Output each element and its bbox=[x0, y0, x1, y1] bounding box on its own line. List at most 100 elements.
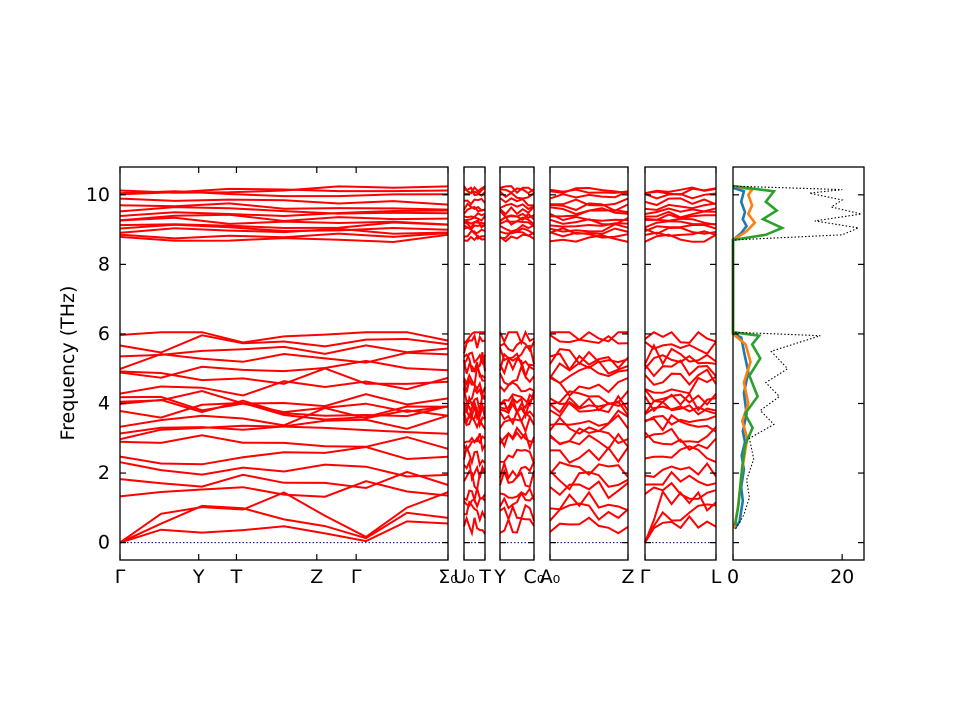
band-line-low bbox=[644, 388, 717, 406]
band-line-low bbox=[644, 341, 717, 356]
band-line-high bbox=[644, 207, 717, 215]
band-line-high bbox=[119, 232, 449, 240]
band-line-high bbox=[119, 227, 449, 235]
band-line-low bbox=[644, 354, 717, 370]
y-tick-label: 10 bbox=[86, 184, 110, 206]
x-tick-label: Γ bbox=[115, 566, 126, 588]
band-line-low bbox=[549, 334, 629, 345]
band-line-low bbox=[644, 462, 717, 478]
band-line-low bbox=[499, 425, 535, 445]
band-line-high bbox=[499, 202, 535, 211]
band-line-low bbox=[644, 359, 717, 378]
band-line-low bbox=[644, 470, 717, 487]
band-line-low bbox=[499, 364, 535, 386]
band-panel-1: U₀ T bbox=[453, 166, 491, 588]
band-line-low bbox=[644, 445, 717, 464]
band-line-low bbox=[119, 359, 449, 379]
panel-frame bbox=[644, 166, 717, 561]
panel-frame bbox=[499, 166, 535, 561]
band-line-low bbox=[644, 330, 717, 344]
band-line-low bbox=[549, 413, 629, 435]
band-line-high bbox=[463, 185, 486, 195]
band-line-high bbox=[644, 186, 717, 195]
band-line-high bbox=[549, 190, 629, 200]
band-line-low bbox=[499, 459, 535, 481]
band-line-low bbox=[549, 461, 629, 478]
band-line-high bbox=[499, 185, 535, 195]
band-line-low bbox=[549, 365, 629, 385]
band-line-high bbox=[549, 231, 629, 239]
band-line-high bbox=[644, 202, 717, 211]
y-tick-label: 2 bbox=[98, 462, 110, 484]
x-tick-label: Y bbox=[493, 566, 506, 588]
band-line-low bbox=[119, 414, 449, 435]
band-line-high bbox=[644, 220, 717, 229]
band-line-low bbox=[549, 480, 629, 500]
band-line-high bbox=[549, 227, 629, 236]
band-line-low bbox=[644, 413, 717, 433]
band-line-low bbox=[499, 486, 535, 501]
band-line-low bbox=[119, 395, 449, 414]
band-line-low bbox=[499, 340, 535, 353]
band-line-low bbox=[550, 446, 629, 464]
band-line-low bbox=[499, 344, 535, 365]
band-line-low bbox=[644, 368, 717, 386]
x-tick-label: Y bbox=[192, 566, 205, 588]
x-tick-label: Z bbox=[621, 566, 634, 588]
panel-frame bbox=[463, 166, 486, 561]
y-tick-label: 8 bbox=[98, 253, 110, 275]
dos-x-tick-label: 0 bbox=[727, 566, 739, 588]
band-line-low bbox=[499, 431, 535, 451]
band-line-low bbox=[549, 470, 629, 491]
band-line-low bbox=[119, 351, 449, 370]
band-line-low bbox=[463, 500, 486, 524]
band-line-low bbox=[119, 480, 449, 498]
x-tick-label: A₀ bbox=[540, 566, 561, 588]
band-line-high bbox=[644, 197, 717, 207]
band-line-low bbox=[499, 396, 535, 420]
band-line-low bbox=[499, 329, 535, 346]
band-line-low bbox=[119, 406, 449, 428]
band-line-high bbox=[119, 221, 449, 230]
y-tick-label: 4 bbox=[98, 392, 110, 414]
panel-frame bbox=[119, 166, 449, 561]
band-line-low bbox=[549, 502, 629, 522]
band-line-low bbox=[549, 348, 629, 366]
band-line-high bbox=[644, 230, 717, 237]
dos-panel: 0 20 bbox=[727, 166, 865, 588]
y-tick-label: 6 bbox=[98, 323, 110, 345]
dos-series-3 bbox=[732, 185, 862, 529]
band-line-low bbox=[644, 343, 717, 366]
x-tick-label: Γ bbox=[640, 566, 651, 588]
band-line-low bbox=[119, 389, 449, 408]
dos-x-tick-label: 20 bbox=[830, 566, 854, 588]
band-line-low bbox=[550, 330, 628, 343]
band-line-low bbox=[463, 392, 486, 413]
band-line-low bbox=[119, 367, 449, 385]
band-line-low bbox=[119, 504, 449, 544]
band-line-low bbox=[644, 481, 717, 500]
band-line-high bbox=[499, 197, 534, 207]
band-line-low bbox=[644, 375, 717, 395]
band-line-low bbox=[549, 390, 629, 405]
band-line-low bbox=[549, 516, 629, 535]
band-line-low bbox=[119, 334, 449, 354]
band-line-low bbox=[119, 470, 449, 490]
band-line-high bbox=[499, 190, 535, 200]
panel-frame bbox=[549, 166, 629, 561]
band-line-low bbox=[463, 331, 485, 344]
band-line-high bbox=[549, 206, 629, 216]
band-line-low bbox=[119, 376, 449, 397]
band-line-low bbox=[119, 398, 449, 418]
band-line-high bbox=[499, 187, 535, 195]
band-line-high bbox=[463, 197, 486, 206]
band-line-low bbox=[463, 386, 486, 404]
band-line-high bbox=[119, 209, 449, 218]
band-line-low bbox=[644, 426, 717, 444]
band-line-high bbox=[499, 227, 535, 235]
band-line-high bbox=[119, 213, 449, 223]
band-panel-3: A₀ Z bbox=[540, 166, 635, 588]
band-line-low bbox=[644, 489, 717, 543]
band-line-high bbox=[463, 190, 486, 197]
